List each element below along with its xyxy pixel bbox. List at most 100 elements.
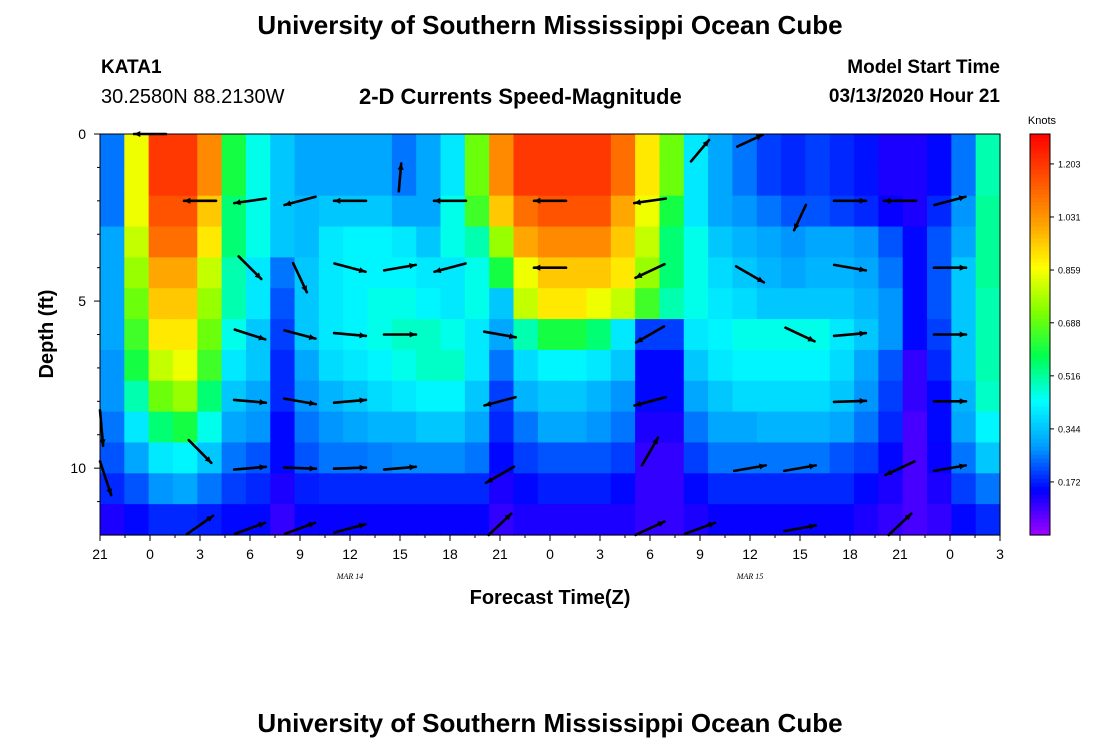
heatmap-cell [854,504,879,536]
heatmap-cell [391,411,417,444]
heatmap-cell [951,349,977,382]
colorbar-segment [1030,206,1050,211]
colorbar-segment [1030,362,1050,368]
heatmap-cell [756,380,782,413]
heatmap-cell [464,288,490,320]
heatmap-cell [440,226,466,258]
heatmap-cell [635,380,661,413]
heatmap-cell [489,134,515,166]
heatmap-cell [975,442,1001,474]
heatmap-cell [124,195,150,228]
heatmap-cell [148,288,174,320]
heatmap-cell [562,288,588,320]
heatmap-cell [172,257,198,289]
heatmap-cell [732,164,758,197]
heatmap-cell [781,380,806,413]
heatmap-cell [683,164,709,197]
y-axis-ticks: 0 5 10 [70,126,100,503]
current-vector [532,264,568,271]
heatmap-cell [100,504,125,536]
heatmap-cell [951,164,977,197]
heatmap-cell [391,504,417,536]
heatmap-cell [586,134,612,166]
heatmap-cell [829,473,855,505]
colorbar-segment [1030,434,1050,440]
colorbar-segment [1030,430,1050,436]
heatmap-cell [683,442,709,474]
current-vector [732,463,768,473]
colorbar-segment [1030,146,1050,151]
y-axis-label: Depth (ft) [36,290,58,379]
heatmap-cell [708,164,734,197]
heatmap-cell [756,473,782,505]
current-vector [333,522,367,534]
heatmap-cell [610,319,636,351]
current-vector [782,463,818,473]
heatmap-cell [100,349,125,382]
heatmap-cell [781,134,806,166]
heatmap-cell [708,380,734,413]
heatmap-cell [537,164,563,197]
heatmap-cell [537,319,563,351]
heatmap-cell [610,442,636,474]
heatmap-cell [440,473,466,505]
heatmap-cell [781,164,806,197]
heatmap-cell [732,257,758,289]
heatmap-cell [391,195,417,228]
colorbar-segment [1030,506,1050,512]
heatmap-cells [100,134,1001,536]
y-tick-label: 0 [78,126,86,142]
colorbar-segment [1030,278,1050,283]
heatmap-cell [829,288,855,320]
heatmap-cell [318,164,344,197]
heatmap-cell [975,319,1001,351]
colorbar-segment [1030,502,1050,508]
heatmap-cell [245,504,271,536]
current-vector [932,463,968,473]
heatmap-cell [367,164,393,197]
heatmap-cell [270,257,296,289]
heatmap-cell [562,134,588,166]
colorbar-segment [1030,402,1050,408]
heatmap-cell [659,226,685,258]
heatmap-cell [513,349,539,382]
heatmap-cell [513,319,539,351]
heatmap-cell [683,319,709,351]
heatmap-cell [951,288,977,320]
x-tick-label: 6 [646,546,654,562]
colorbar-segment [1030,158,1050,163]
heatmap-cell [343,134,369,166]
heatmap-cell [489,349,515,382]
heatmap-cell [805,442,831,474]
heatmap-cell [416,473,442,505]
heatmap-cell [902,134,928,166]
heatmap-cell [902,349,928,382]
current-vector [832,197,868,204]
heatmap-cell [878,134,904,166]
heatmap-cell [245,349,271,382]
heatmap-cell [245,164,271,197]
x-tick-label: 9 [696,546,704,562]
current-vector [832,398,868,404]
heatmap-cell [659,164,685,197]
colorbar-segment [1030,422,1050,428]
heatmap-cell [245,473,271,505]
current-vector [283,521,317,536]
heatmap-cell [805,195,831,228]
heatmap-cell [172,349,198,382]
heatmap-cell [440,349,466,382]
heatmap-cell [732,473,758,505]
heatmap-cell [440,380,466,413]
heatmap-cell [951,195,977,228]
heatmap-cell [245,226,271,258]
heatmap-cell [100,164,125,197]
heatmap-cell [975,349,1001,382]
heatmap-cell [659,319,685,351]
heatmap-cell [343,349,369,382]
colorbar-segment [1030,322,1050,328]
colorbar-segment [1030,198,1050,203]
heatmap-cell [635,164,661,197]
heatmap-cell [586,380,612,413]
colorbar-segment [1030,230,1050,235]
heatmap-cell [489,164,515,197]
